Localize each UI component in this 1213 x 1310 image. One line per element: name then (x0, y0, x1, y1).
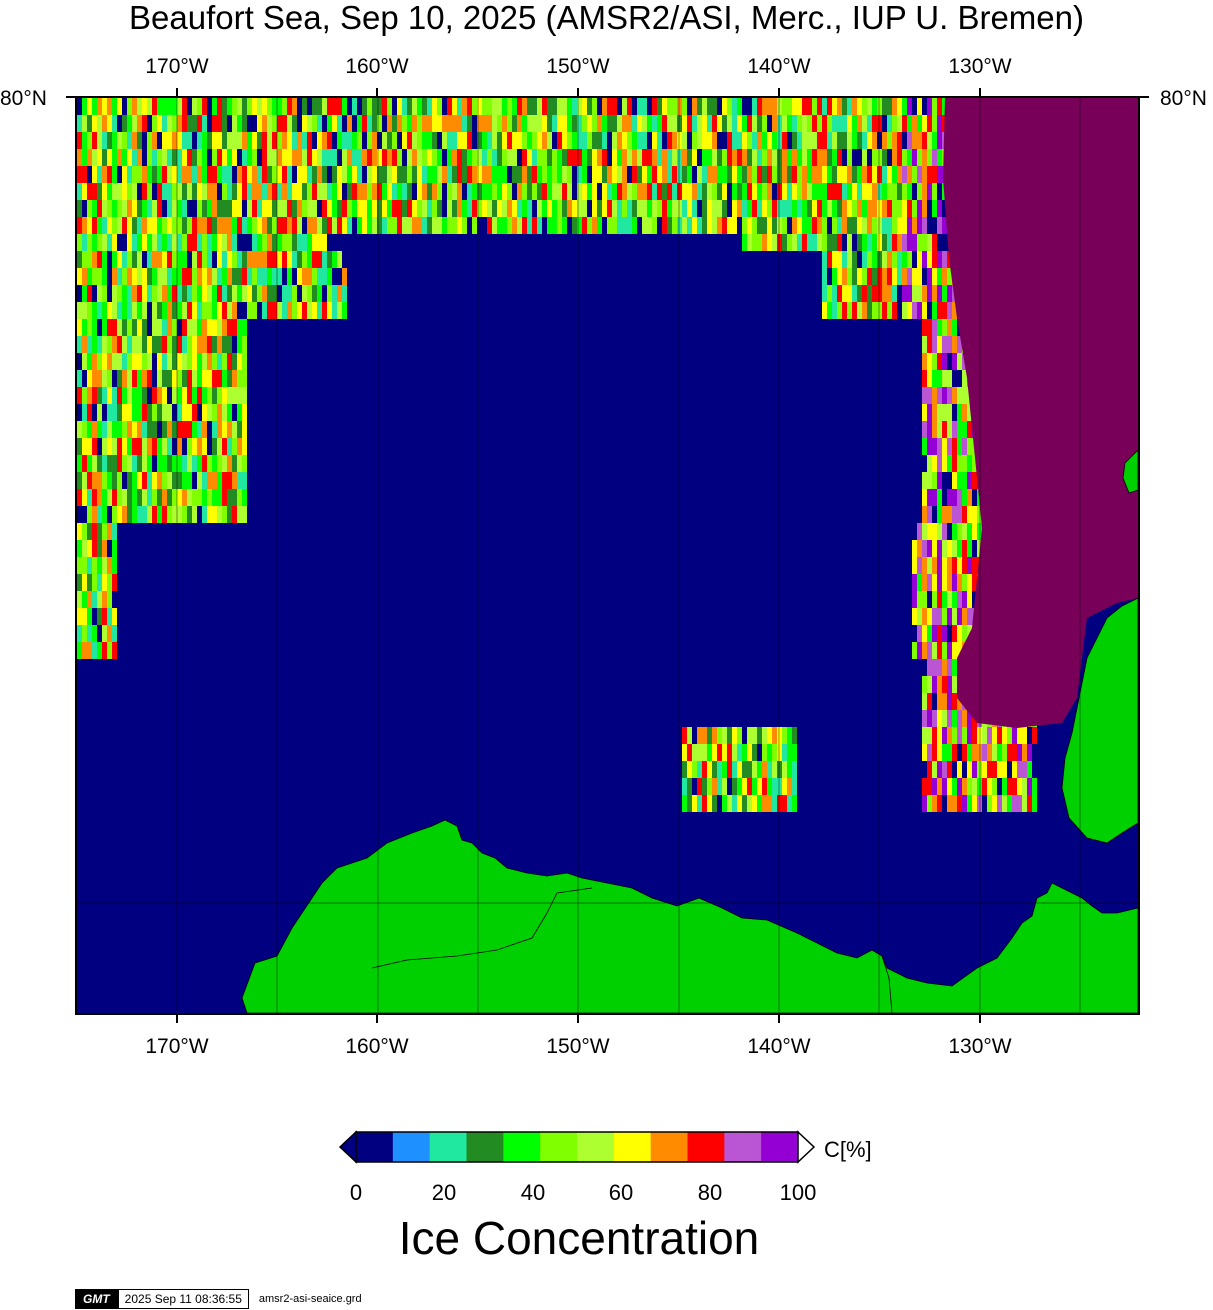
top-tick (577, 88, 579, 96)
top-tick (979, 88, 981, 96)
graticule (77, 98, 1138, 1013)
top-lon-label-140w: 140°W (747, 55, 811, 78)
color-scale-unit: C[%] (824, 1137, 872, 1162)
over-range-triangle (797, 1130, 816, 1164)
color-scale-cell (540, 1132, 578, 1162)
land-alaska (241, 819, 1138, 1013)
top-lon-label-170w: 170°W (145, 55, 209, 78)
color-scale-cell (392, 1132, 431, 1162)
source-filename: amsr2-asi-seaice.grd (258, 1293, 362, 1305)
bottom-tick (176, 1015, 178, 1023)
land-mask-region (943, 98, 1138, 728)
color-scale-cell (724, 1132, 762, 1162)
scale-tick-20: 20 (431, 1180, 457, 1205)
scale-tick-0: 0 (349, 1180, 363, 1205)
map-title: Beaufort Sea, Sep 10, 2025 (AMSR2/ASI, M… (129, 0, 1084, 36)
top-lon-label-150w: 150°W (546, 55, 610, 78)
color-scale-cell (687, 1132, 725, 1162)
bottom-lon-label-140w: 140°W (747, 1035, 811, 1058)
land-banks-island (1061, 597, 1138, 844)
right-tick (1140, 96, 1149, 98)
timestamp: 2025 Sep 11 08:36:55 (117, 1289, 249, 1309)
top-tick (778, 88, 780, 96)
color-scale-bar (338, 1130, 818, 1164)
scale-tick-80: 80 (697, 1180, 723, 1205)
top-tick (376, 88, 378, 96)
border-line (371, 887, 593, 969)
top-lon-label-160w: 160°W (345, 55, 409, 78)
scale-tick-40: 40 (520, 1180, 546, 1205)
color-scale-cell (650, 1132, 688, 1162)
gmt-logo: GMT (75, 1289, 118, 1309)
right-lat-label-80n: 80°N (1160, 87, 1207, 110)
top-lon-label-130w: 130°W (948, 55, 1012, 78)
border-line (881, 955, 893, 1013)
bottom-tick (979, 1015, 981, 1023)
bottom-lon-label-160w: 160°W (345, 1035, 409, 1058)
scale-tick-60: 60 (608, 1180, 634, 1205)
color-scale-cell (503, 1132, 541, 1162)
bottom-lon-label-170w: 170°W (145, 1035, 209, 1058)
color-scale-cell (429, 1132, 467, 1162)
bottom-lon-label-150w: 150°W (546, 1035, 610, 1058)
bottom-tick (778, 1015, 780, 1023)
bottom-lon-label-130w: 130°W (948, 1035, 1012, 1058)
top-tick (176, 88, 178, 96)
legend-title: Ice Concentration (398, 1212, 760, 1264)
sea-ice-pixels (77, 98, 1037, 812)
left-tick (66, 96, 75, 98)
bottom-tick (376, 1015, 378, 1023)
gmt-timestamp: GMT 2025 Sep 11 08:36:55 amsr2-asi-seaic… (75, 1289, 372, 1309)
ice-concentration-map (75, 96, 1140, 1015)
bottom-tick (577, 1015, 579, 1023)
scale-tick-100: 100 (779, 1180, 817, 1205)
color-scale-svg (338, 1130, 816, 1164)
color-scale-cell (577, 1132, 615, 1162)
left-lat-label-80n: 80°N (0, 87, 47, 110)
under-range-triangle (338, 1130, 357, 1164)
color-scale-cell (613, 1132, 652, 1162)
color-scale-cell (356, 1132, 394, 1162)
land-small-island (1122, 449, 1138, 494)
color-scale-cell (466, 1132, 504, 1162)
map-canvas (77, 98, 1138, 1013)
color-scale-cell (761, 1132, 799, 1162)
